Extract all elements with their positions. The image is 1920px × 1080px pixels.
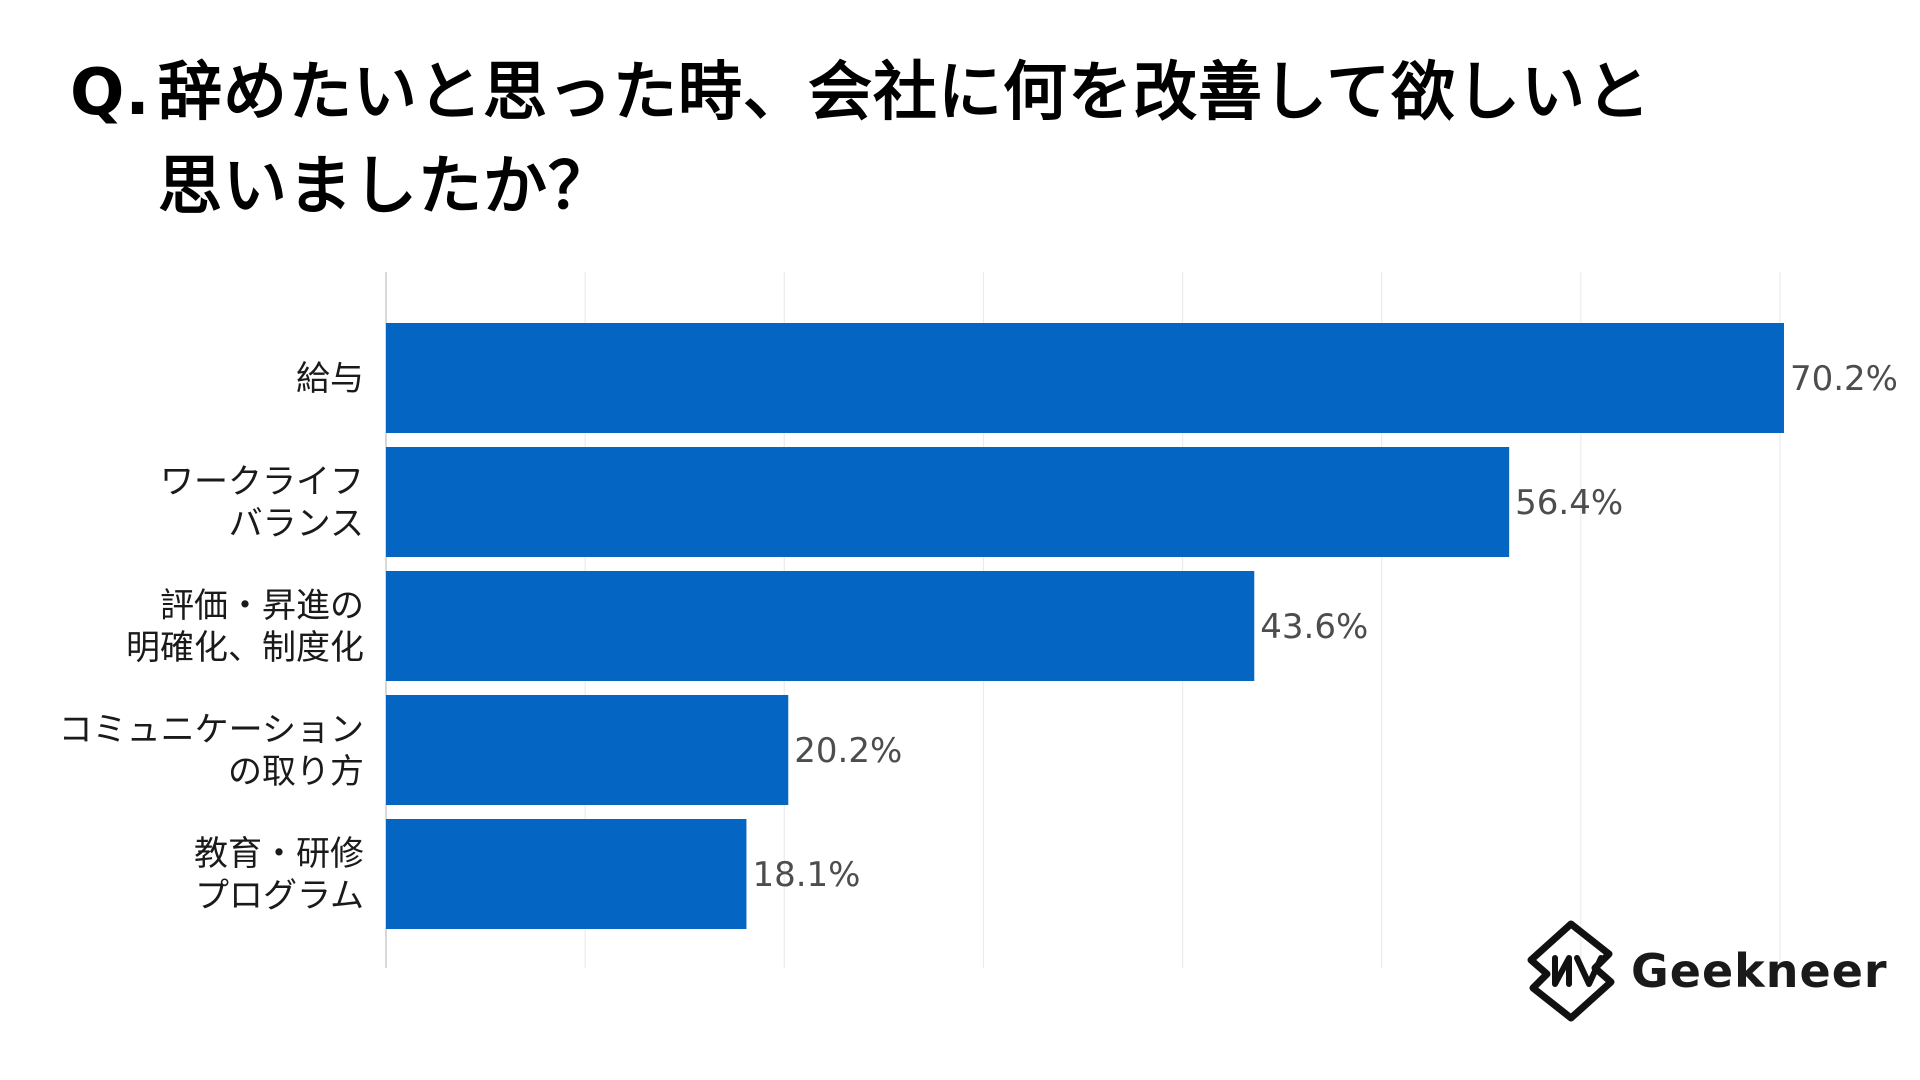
title-text: 辞めたいと思った時、会社に何を改善して欲しいと 思いましたか？ <box>158 46 1770 234</box>
value-label: 20.2% <box>794 731 902 771</box>
category-label-line: の取り方 <box>228 752 364 792</box>
category-label-line: コミュニケーション <box>59 710 364 750</box>
logo-text: Geekneer <box>1631 944 1888 998</box>
title-line-1: 辞めたいと思った時、会社に何を改善して欲しいと <box>158 56 1652 130</box>
category-label-line: バランス <box>229 504 364 544</box>
chart-title: Q. 辞めたいと思った時、会社に何を改善して欲しいと 思いましたか？ <box>70 46 1770 234</box>
category-label-line: 給与 <box>296 359 364 399</box>
category-label: 給与 <box>296 359 364 399</box>
category-label: コミュニケーションの取り方 <box>59 710 364 792</box>
category-label-line: 評価・昇進の <box>160 586 364 626</box>
value-label: 70.2% <box>1790 359 1898 399</box>
bar <box>386 695 789 805</box>
category-label-line: 明確化、制度化 <box>126 628 364 668</box>
value-label: 43.6% <box>1260 607 1368 647</box>
value-label: 18.1% <box>752 855 860 895</box>
category-label-line: 教育・研修 <box>194 834 364 874</box>
category-label-line: プログラム <box>195 876 364 916</box>
category-label: 評価・昇進の明確化、制度化 <box>126 586 364 668</box>
geekneer-logo-icon <box>1527 920 1615 1022</box>
bar <box>386 447 1510 557</box>
bar <box>386 819 747 929</box>
category-label-line: ワークライフ <box>160 462 364 502</box>
title-line-2: 思いましたか？ <box>158 150 613 224</box>
category-label: 教育・研修プログラム <box>194 834 364 916</box>
value-label: 56.4% <box>1515 483 1623 523</box>
bar <box>386 323 1784 433</box>
title-prefix: Q. <box>70 56 151 130</box>
geekneer-logo: Geekneer <box>1525 918 1888 1024</box>
bar <box>386 571 1255 681</box>
category-label: ワークライフバランス <box>160 462 364 544</box>
